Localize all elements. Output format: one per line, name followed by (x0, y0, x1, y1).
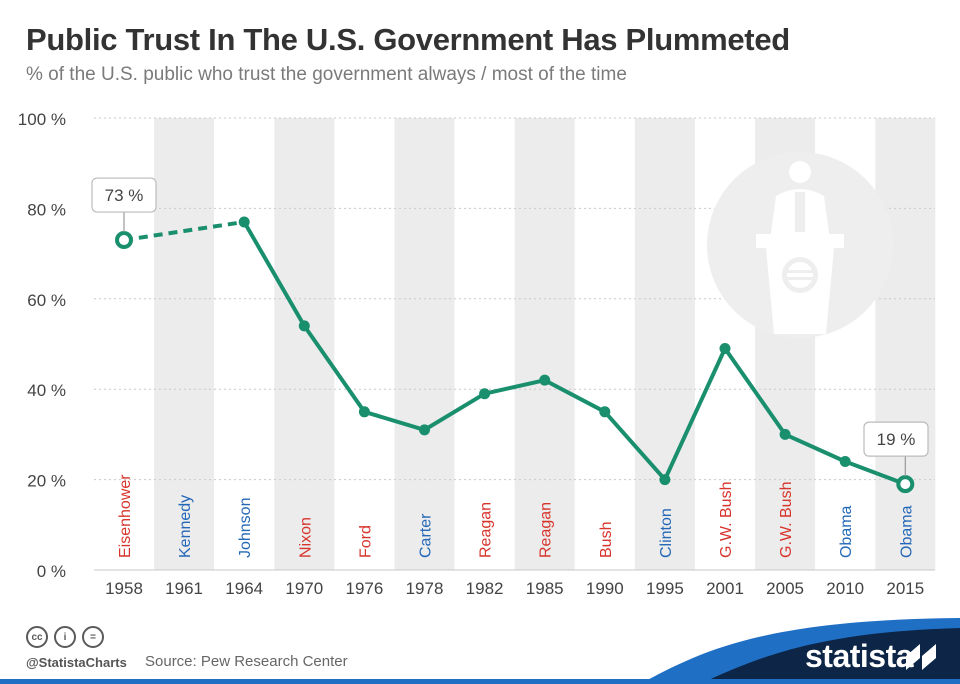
column-band (154, 118, 215, 570)
data-point (298, 320, 310, 332)
president-label: Eisenhower (117, 474, 134, 558)
source-note: Source: Pew Research Center (145, 653, 348, 670)
president-label: Reagan (538, 502, 555, 558)
callout-label: 19 % (877, 430, 916, 449)
series-line (242, 220, 907, 486)
x-tick-label: 1964 (225, 579, 263, 598)
data-point (238, 216, 250, 228)
column-band (514, 118, 575, 570)
podium-speaker-icon (707, 152, 893, 338)
x-axis-ticks: 1958 1961 1964 1970 1976 1978 1982 1985 1990 1995… (105, 579, 924, 598)
x-tick-label: 1961 (165, 579, 203, 598)
president-label: Ford (357, 525, 374, 558)
x-tick-label: 1958 (105, 579, 143, 598)
data-point (358, 406, 370, 418)
license-icons: cc i = (26, 626, 104, 648)
president-label: Kennedy (177, 495, 194, 558)
column-band (394, 118, 455, 570)
y-tick-label: 60 % (27, 291, 66, 310)
x-tick-label: 1976 (345, 579, 383, 598)
president-label: Clinton (658, 508, 675, 558)
y-axis-ticks: 0 % 20 % 40 % 60 % 80 % 100 % (18, 110, 66, 581)
data-point (419, 424, 430, 436)
data-point (539, 374, 551, 386)
y-tick-label: 80 % (27, 200, 66, 219)
x-tick-label: 1985 (526, 579, 564, 598)
callout-label: 73 % (105, 186, 144, 205)
president-label: Carter (418, 513, 435, 558)
data-point (779, 428, 791, 440)
value-callouts: 73 % 19 % (91, 177, 929, 477)
x-tick-label: 1995 (646, 579, 684, 598)
president-label: Bush (598, 522, 615, 558)
by-icon: i (54, 626, 76, 648)
x-tick-label: 1982 (466, 579, 504, 598)
president-label: Obama (898, 505, 915, 558)
data-point (719, 343, 731, 355)
column-band (634, 118, 695, 570)
line-chart: 0 % 20 % 40 % 60 % 80 % 100 % 1958 1961 1964 197… (18, 110, 936, 598)
footer: cc i = @StatistaCharts Source: Pew Resea… (0, 612, 960, 684)
president-labels: Eisenhower Kennedy Johnson Nixon Ford Carter R… (117, 474, 915, 558)
president-label: Nixon (297, 517, 314, 558)
statista-logo-icon (906, 644, 936, 670)
x-tick-label: 1970 (285, 579, 323, 598)
callout-box (91, 177, 157, 213)
president-label: G.W. Bush (778, 482, 795, 558)
statista-logo[interactable]: statista (805, 638, 914, 674)
callout-box (863, 421, 929, 457)
data-point-endpoint (115, 231, 133, 250)
data-point (659, 474, 671, 486)
x-tick-label: 1978 (406, 579, 444, 598)
column-band (274, 118, 335, 570)
data-point (479, 388, 491, 400)
x-tick-label: 2010 (826, 579, 864, 598)
y-tick-label: 20 % (27, 472, 66, 491)
president-label: Reagan (478, 502, 495, 558)
chart-title: Public Trust In The U.S. Government Has … (26, 22, 790, 57)
nd-icon: = (82, 626, 104, 648)
x-tick-label: 2001 (706, 579, 744, 598)
x-tick-label: 1990 (586, 579, 624, 598)
y-tick-label: 0 % (37, 562, 66, 581)
trust-series (123, 219, 907, 486)
y-tick-label: 100 % (18, 110, 66, 129)
president-label: G.W. Bush (718, 482, 735, 558)
cc-icon: cc (26, 626, 48, 648)
column-band (875, 118, 936, 570)
x-tick-label: 2015 (886, 579, 924, 598)
data-points (115, 216, 915, 494)
data-point (599, 406, 611, 418)
chart-subtitle: % of the U.S. public who trust the gover… (26, 64, 627, 85)
x-tick-label: 2005 (766, 579, 804, 598)
data-point-endpoint (896, 475, 915, 494)
y-tick-label: 40 % (27, 381, 66, 400)
president-label: Obama (838, 505, 855, 558)
data-point (839, 456, 851, 468)
footer-wave (0, 618, 960, 684)
president-label: Johnson (237, 498, 254, 559)
series-line-dashed (123, 219, 245, 243)
twitter-handle[interactable]: @StatistaCharts (26, 655, 127, 670)
